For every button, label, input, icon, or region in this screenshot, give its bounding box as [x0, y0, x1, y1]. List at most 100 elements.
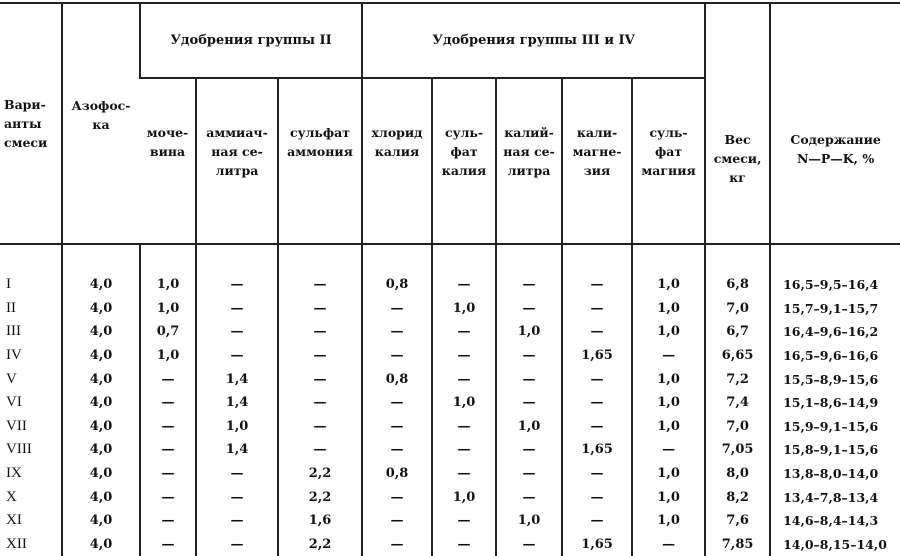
- amount-cell: —: [195, 461, 278, 486]
- amount-cell: —: [561, 414, 633, 439]
- weight-cell: 8,0: [704, 461, 771, 486]
- amount-cell: —: [276, 367, 363, 391]
- variant-cell: IV: [6, 347, 22, 364]
- amount-cell: 1,0: [631, 414, 706, 439]
- amount-cell: —: [431, 343, 497, 368]
- amount-cell: 1,0: [195, 414, 278, 439]
- amount-cell: —: [361, 508, 433, 533]
- amount-cell: 1,0: [631, 296, 706, 321]
- amount-cell: 4,0: [61, 414, 140, 439]
- amount-cell: —: [361, 438, 433, 462]
- amount-cell: —: [561, 508, 633, 533]
- amount-cell: —: [139, 414, 196, 439]
- amount-cell: 4,0: [61, 461, 140, 486]
- weight-cell: 6,65: [704, 343, 771, 368]
- weight-cell: 7,4: [704, 390, 771, 415]
- amount-cell: —: [431, 438, 497, 462]
- amount-cell: —: [631, 532, 706, 556]
- weight-cell: 6,8: [704, 244, 771, 297]
- amount-cell: 1,0: [631, 485, 706, 509]
- amount-cell: —: [495, 367, 563, 391]
- amount-cell: 1,0: [495, 320, 563, 344]
- amount-cell: 1,0: [139, 296, 196, 321]
- amount-cell: —: [139, 390, 196, 415]
- amount-cell: —: [561, 367, 633, 391]
- header-fertilizer-column: кали- магне- зия: [561, 78, 633, 245]
- header-fertilizer-column: суль- фат магния: [631, 78, 706, 245]
- amount-cell: —: [361, 296, 433, 321]
- amount-cell: 4,0: [61, 343, 140, 368]
- weight-cell: 8,2: [704, 485, 771, 509]
- amount-cell: 1,65: [561, 438, 633, 462]
- amount-cell: 2,2: [276, 461, 363, 486]
- amount-cell: —: [361, 532, 433, 556]
- header-fertilizer-column: аммиач- ная се- литра: [195, 78, 278, 245]
- amount-cell: —: [139, 508, 196, 533]
- header-weight: Вес смеси, кг: [704, 2, 771, 245]
- header-variant: Вари- анты смеси: [0, 2, 62, 245]
- amount-cell: —: [631, 343, 706, 368]
- amount-cell: —: [276, 296, 363, 321]
- amount-cell: 0,8: [361, 461, 433, 486]
- variant-cell: V: [6, 370, 17, 387]
- amount-cell: 0,8: [361, 367, 433, 391]
- header-azofoska: Азофос- ка: [61, 2, 140, 245]
- weight-cell: 7,0: [704, 414, 771, 439]
- npk-cell: 15,9–9,1–15,6: [769, 414, 900, 439]
- variant-cell: II: [6, 299, 16, 316]
- amount-cell: —: [561, 390, 633, 415]
- amount-cell: 1,65: [561, 343, 633, 368]
- amount-cell: 1,0: [495, 414, 563, 439]
- table-row: II 4,0 1,0— — —1,0— —1,0 7,0 15,7–9,1–15,7: [0, 296, 900, 321]
- table-row: VIII 4,0—1,4— — — —1,65—7,05 15,8–9,1–15,6: [0, 438, 900, 462]
- amount-cell: —: [361, 343, 433, 368]
- table-row: XI 4,0— —1,6— —1,0—1,0 7,6 14,6–8,4–14,3: [0, 508, 900, 533]
- variant-cell: XII: [6, 535, 27, 552]
- variant-cell: VI: [6, 394, 22, 411]
- amount-cell: 1,0: [431, 390, 497, 415]
- table-row: IX 4,0— —2,2 0,8— — —1,0 8,0 13,8–8,0–14,0: [0, 461, 900, 486]
- table-row: III 4,0 0,7— — — —1,0—1,0 6,7 16,4–9,6–16,2: [0, 320, 900, 344]
- amount-cell: —: [195, 320, 278, 344]
- amount-cell: 4,0: [61, 532, 140, 556]
- header-fertilizer-column: сульфат аммония: [276, 78, 363, 245]
- amount-cell: 4,0: [61, 296, 140, 321]
- amount-cell: —: [195, 485, 278, 509]
- amount-cell: —: [431, 414, 497, 439]
- amount-cell: 4,0: [61, 244, 140, 297]
- amount-cell: —: [431, 244, 497, 297]
- weight-cell: 7,2: [704, 367, 771, 391]
- amount-cell: —: [495, 532, 563, 556]
- variant-cell: VIII: [6, 441, 32, 458]
- amount-cell: —: [495, 244, 563, 297]
- amount-cell: —: [195, 244, 278, 297]
- table-row: X 4,0— —2,2—1,0— —1,0 8,2 13,4–7,8–13,4: [0, 485, 900, 509]
- amount-cell: 1,6: [276, 508, 363, 533]
- amount-cell: —: [431, 461, 497, 486]
- amount-cell: —: [361, 414, 433, 439]
- amount-cell: —: [361, 390, 433, 415]
- table-row: I 4,0 1,0— —0,8— — —1,0 6,8 16,5–9,5–16,4: [0, 244, 900, 297]
- amount-cell: 1,0: [631, 390, 706, 415]
- npk-cell: 13,8–8,0–14,0: [769, 461, 900, 486]
- amount-cell: —: [431, 320, 497, 344]
- amount-cell: —: [631, 438, 706, 462]
- amount-cell: 4,0: [61, 320, 140, 344]
- amount-cell: —: [495, 485, 563, 509]
- variant-cell: III: [6, 323, 21, 340]
- amount-cell: —: [561, 296, 633, 321]
- amount-cell: 1,4: [195, 438, 278, 462]
- weight-cell: 7,85: [704, 532, 771, 556]
- npk-cell: 15,8–9,1–15,6: [769, 438, 900, 462]
- amount-cell: —: [361, 485, 433, 509]
- weight-cell: 7,0: [704, 296, 771, 321]
- amount-cell: 1,0: [495, 508, 563, 533]
- amount-cell: —: [139, 438, 196, 462]
- npk-cell: 15,5–8,9–15,6: [769, 367, 900, 391]
- amount-cell: 1,4: [195, 390, 278, 415]
- table-row: XII 4,0— —2,2— — —1,65—7,85 14,0–8,15–14,0: [0, 532, 900, 556]
- npk-cell: 13,4–7,8–13,4: [769, 485, 900, 509]
- table-row: IV 4,0 1,0— — — — —1,65—6,65 16,5–9,6–16,6: [0, 343, 900, 368]
- amount-cell: —: [495, 390, 563, 415]
